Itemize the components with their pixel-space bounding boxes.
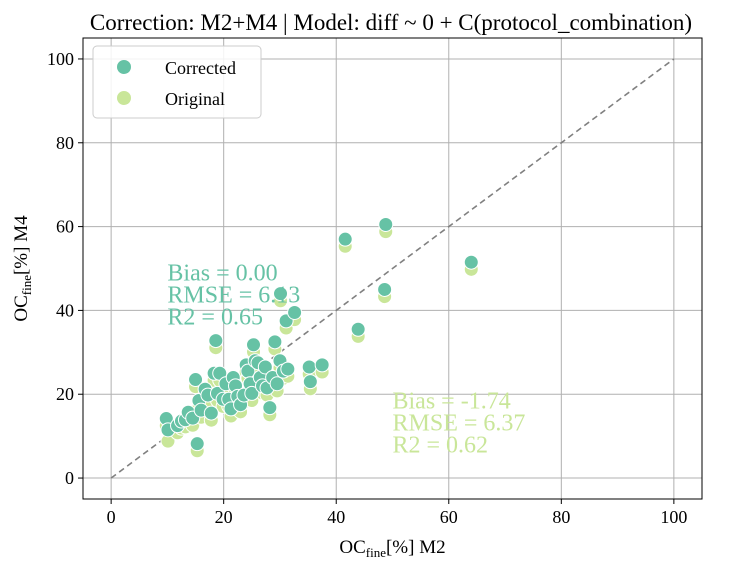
data-point: [378, 216, 394, 232]
legend-label-original: Original: [165, 89, 225, 109]
data-point: [301, 359, 317, 375]
data-point: [267, 334, 283, 350]
stat-original: R2 = 0.62: [393, 432, 489, 458]
x-tick-label: 60: [440, 507, 458, 527]
data-point: [280, 361, 296, 377]
data-point: [377, 281, 393, 297]
data-point: [189, 436, 205, 452]
y-tick-label: 80: [56, 133, 74, 153]
y-tick-label: 0: [65, 468, 74, 488]
stat-corrected: R2 = 0.65: [167, 305, 263, 331]
y-tick-label: 40: [56, 300, 74, 320]
y-axis-label: OCfine[%] M4: [11, 215, 34, 322]
x-axis-label: OCfine[%] M2: [339, 537, 445, 560]
data-points: [158, 216, 479, 459]
data-point: [350, 321, 366, 337]
data-point: [287, 305, 303, 321]
x-axis-label-main: OC: [339, 537, 365, 558]
legend: Corrected Original: [92, 45, 262, 119]
x-tick-label: 0: [107, 507, 116, 527]
chart-title: Correction: M2+M4 | Model: diff ~ 0 + C(…: [90, 10, 692, 35]
x-axis-label-sub: fine: [366, 545, 386, 560]
y-axis-label-main: OC: [11, 295, 32, 321]
identity-line: [110, 58, 675, 479]
stat-corrected: RMSE = 6.13: [167, 283, 300, 309]
data-point: [203, 405, 219, 421]
x-tick-label: 80: [552, 507, 570, 527]
y-axis-label-rest: [%] M4: [11, 215, 32, 275]
stat-original: RMSE = 6.37: [393, 410, 526, 436]
legend-box: [92, 45, 262, 119]
data-point: [302, 374, 318, 390]
y-tick-label: 100: [47, 49, 74, 69]
stat-corrected: Bias = 0.00: [167, 261, 277, 287]
x-tick-label: 100: [660, 507, 687, 527]
stat-original: Bias = -1.74: [393, 388, 511, 414]
data-point: [463, 254, 479, 270]
data-point: [337, 231, 353, 247]
x-axis-label-rest: [%] M2: [386, 537, 446, 558]
axis-ticks: 0 20 40 60 80 100 0 20 40 60 80 100: [47, 49, 687, 527]
plot-frame: [82, 37, 703, 500]
data-point: [257, 359, 273, 375]
legend-swatch-corrected: [117, 60, 131, 74]
legend-swatch-original: [117, 91, 131, 105]
x-tick-label: 20: [215, 507, 233, 527]
data-point: [262, 400, 278, 416]
data-point: [188, 372, 204, 388]
y-axis-label-sub: fine: [19, 275, 34, 295]
legend-label-corrected: Corrected: [165, 58, 236, 78]
data-point: [273, 286, 289, 302]
x-tick-label: 40: [327, 507, 345, 527]
data-point: [269, 376, 285, 392]
y-tick-label: 60: [56, 217, 74, 237]
data-point: [314, 357, 330, 373]
data-point: [208, 333, 224, 349]
y-tick-label: 20: [56, 384, 74, 404]
data-point: [246, 337, 262, 353]
data-point: [244, 385, 260, 401]
series-corrected: [158, 216, 479, 452]
